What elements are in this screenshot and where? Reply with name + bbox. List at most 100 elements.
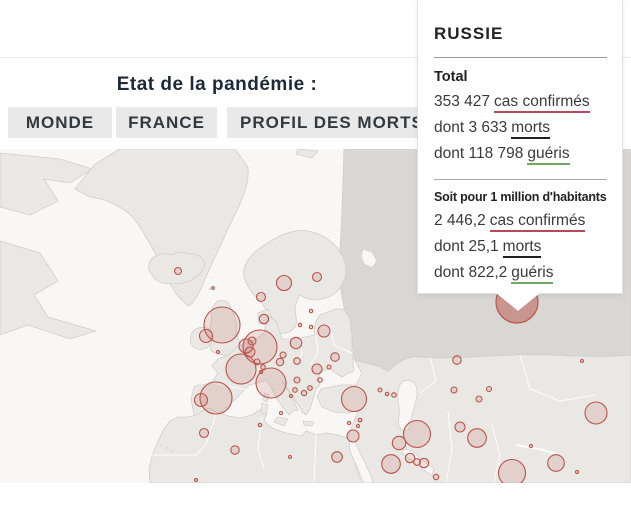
- case-bubble[interactable]: [293, 357, 301, 365]
- case-bubble[interactable]: [391, 392, 397, 398]
- case-bubble[interactable]: [377, 387, 383, 393]
- case-bubble[interactable]: [230, 445, 240, 455]
- tab-france[interactable]: FRANCE: [116, 107, 217, 138]
- case-bubble[interactable]: [391, 435, 407, 451]
- case-bubble[interactable]: [279, 351, 287, 359]
- case-bubble[interactable]: [293, 376, 301, 384]
- landmass-scandinavia: [243, 230, 347, 334]
- world-bubble-map[interactable]: [0, 148, 631, 488]
- case-bubble[interactable]: [257, 422, 263, 428]
- case-bubble[interactable]: [467, 428, 487, 448]
- island-sicily: [273, 416, 289, 427]
- case-bubble[interactable]: [528, 443, 534, 449]
- island-canary: [170, 449, 174, 453]
- landmass-europe: [190, 308, 355, 420]
- case-bubble[interactable]: [381, 454, 401, 474]
- case-bubble[interactable]: [497, 458, 527, 488]
- case-bubble[interactable]: [255, 367, 287, 399]
- case-bubble[interactable]: [238, 338, 254, 354]
- stat-value: dont 25,1: [434, 238, 499, 255]
- tooltip-stat-row: dont 118 798 guéris: [434, 141, 607, 167]
- case-bubble[interactable]: [215, 349, 221, 355]
- case-bubble[interactable]: [211, 286, 215, 290]
- case-bubble[interactable]: [357, 417, 363, 423]
- caspian-sea: [397, 380, 418, 432]
- case-bubble[interactable]: [308, 308, 314, 314]
- case-bubble[interactable]: [253, 358, 261, 366]
- case-bubble[interactable]: [311, 271, 323, 283]
- case-bubble[interactable]: [288, 393, 294, 399]
- case-bubble[interactable]: [278, 410, 284, 416]
- case-bubble[interactable]: [418, 457, 430, 469]
- landmass-svalbard: [295, 148, 319, 159]
- case-bubble[interactable]: [547, 454, 565, 472]
- landmass-greenland: [74, 148, 249, 307]
- case-bubble[interactable]: [275, 357, 285, 367]
- tooltip-stat-row: dont 25,1 morts: [434, 234, 607, 260]
- case-bubble[interactable]: [330, 352, 340, 362]
- case-bubble[interactable]: [308, 324, 314, 330]
- case-bubble[interactable]: [287, 454, 293, 460]
- case-bubble[interactable]: [346, 429, 360, 443]
- case-bubble[interactable]: [574, 469, 580, 475]
- stat-label: morts: [511, 119, 551, 139]
- bottom-whitespace: [0, 483, 631, 519]
- stat-label: cas confirmés: [489, 212, 586, 232]
- case-bubble[interactable]: [198, 328, 214, 344]
- case-bubble[interactable]: [340, 385, 368, 413]
- case-bubble[interactable]: [199, 381, 233, 415]
- stat-value: 2 446,2: [434, 212, 486, 229]
- case-bubble[interactable]: [307, 385, 313, 391]
- case-bubble[interactable]: [300, 389, 308, 397]
- case-bubble[interactable]: [297, 322, 303, 328]
- case-bubble[interactable]: [452, 355, 462, 365]
- case-bubble[interactable]: [317, 377, 323, 383]
- stat-label: guéris: [527, 145, 570, 165]
- case-bubble[interactable]: [275, 274, 293, 292]
- persian-gulf: [401, 448, 435, 476]
- case-bubble[interactable]: [413, 458, 421, 466]
- case-bubble[interactable]: [584, 401, 608, 425]
- case-bubble[interactable]: [198, 427, 210, 439]
- case-bubble[interactable]: [579, 358, 585, 364]
- case-bubble[interactable]: [311, 363, 323, 375]
- case-bubble[interactable]: [450, 386, 458, 394]
- case-bubble[interactable]: [331, 451, 343, 463]
- case-bubble[interactable]: [355, 423, 361, 429]
- case-bubble[interactable]: [346, 420, 352, 426]
- tooltip-stat-row: dont 3 633 morts: [434, 115, 607, 141]
- stat-value: dont 822,2: [434, 264, 508, 281]
- case-bubble[interactable]: [193, 477, 199, 483]
- map-svg: [0, 148, 631, 488]
- case-bubble[interactable]: [260, 364, 266, 370]
- case-bubble[interactable]: [454, 421, 466, 433]
- stat-label: morts: [502, 238, 542, 258]
- case-bubble[interactable]: [289, 336, 303, 350]
- case-bubble[interactable]: [384, 391, 390, 397]
- case-bubble[interactable]: [193, 392, 209, 408]
- tab-profil-des-morts[interactable]: PROFIL DES MORTS: [227, 107, 423, 138]
- case-bubble[interactable]: [317, 324, 331, 338]
- case-bubble[interactable]: [203, 306, 241, 344]
- case-bubble[interactable]: [404, 452, 416, 464]
- tab-monde[interactable]: MONDE: [8, 107, 112, 138]
- case-bubble[interactable]: [255, 291, 267, 303]
- case-bubble[interactable]: [258, 313, 270, 325]
- landmass-asia: [316, 354, 631, 484]
- tooltip-stat-row: 353 427 cas confirmés: [434, 89, 607, 115]
- case-bubble[interactable]: [432, 473, 440, 481]
- case-bubble[interactable]: [225, 353, 257, 385]
- tooltip-section-total-heading: Total: [434, 69, 468, 85]
- country-tooltip: RUSSIE Total 353 427 cas confirmés dont 3…: [417, 0, 623, 311]
- case-bubble[interactable]: [402, 419, 432, 449]
- case-bubble[interactable]: [292, 387, 298, 393]
- case-bubble[interactable]: [242, 329, 278, 365]
- case-bubble[interactable]: [326, 364, 332, 370]
- case-bubble[interactable]: [247, 336, 257, 346]
- tooltip-pointer: [496, 293, 540, 311]
- stat-value: 353 427: [434, 93, 491, 110]
- case-bubble[interactable]: [485, 385, 493, 393]
- case-bubble[interactable]: [475, 395, 483, 403]
- bubble-layer: [173, 266, 608, 488]
- case-bubble[interactable]: [173, 266, 183, 276]
